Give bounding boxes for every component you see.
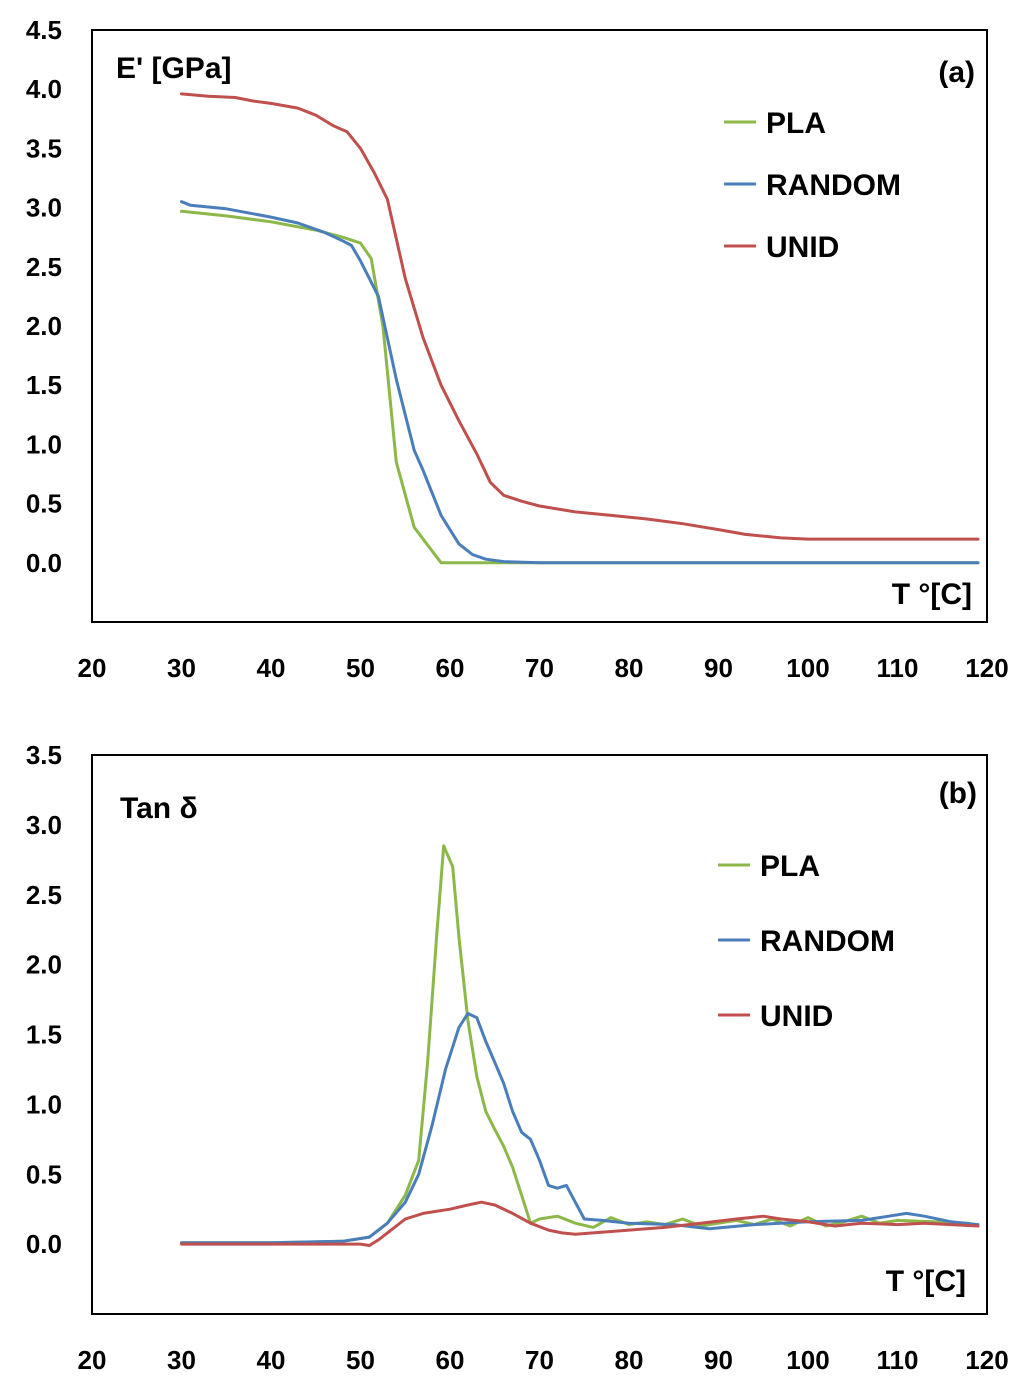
panel-label-a: (a) [938,56,975,89]
x-tick-label-a: 120 [965,653,1008,683]
plot-area-b [91,754,988,1315]
x-tick-label-b: 100 [786,1345,829,1375]
y-tick-label-b: 0.5 [26,1159,62,1189]
chart-b: 0.0 0.5 1.0 1.5 2.0 2.5 3.0 3.5 20 30 40 50 60 70 80 90… [26,740,1009,1375]
y-tick-label-b: 1.0 [26,1089,62,1119]
x-tick-label-b: 90 [704,1345,733,1375]
y-tick-label-a: 4.5 [26,15,62,45]
x-tick-label-a: 100 [786,653,829,683]
x-axis-label-b: T °[C] [886,1265,966,1298]
x-tick-label-a: 30 [167,653,196,683]
y-tick-label-a: 1.5 [26,370,62,400]
y-tick-label-a: 0.0 [26,548,62,578]
x-tick-label-b: 20 [78,1345,107,1375]
y-tick-label-a: 2.5 [26,252,62,282]
y-tick-label-b: 2.5 [26,880,62,910]
plot-area-a [91,29,988,623]
panel-label-b: (b) [939,777,977,810]
y-tick-label-b: 1.5 [26,1020,62,1050]
y-axis-label-a: E' [GPa] [116,52,232,85]
legend-label-random-b: RANDOM [760,925,895,958]
x-tick-label-a: 60 [436,653,465,683]
y-tick-label-a: 3.0 [26,193,62,223]
y-tick-label-b: 3.5 [26,740,62,770]
series-line-random-b [180,1012,980,1245]
legend-label-unid-a: UNID [766,231,839,264]
x-tick-label-a: 70 [525,653,554,683]
series-line-pla-a [180,209,980,565]
x-tick-label-b: 60 [436,1345,465,1375]
x-tick-label-a: 20 [78,653,107,683]
y-tick-label-b: 0.0 [26,1229,62,1259]
x-tick-label-b: 50 [346,1345,375,1375]
x-tick-label-b: 40 [257,1345,286,1375]
y-axis-label-b: Tan δ [120,792,198,825]
y-tick-label-b: 3.0 [26,810,62,840]
legend-label-unid-b: UNID [760,1000,833,1033]
x-tick-label-a: 80 [615,653,644,683]
x-tick-label-b: 30 [167,1345,196,1375]
x-tick-label-a: 50 [346,653,375,683]
x-tick-label-b: 70 [525,1345,554,1375]
y-tick-label-a: 3.5 [26,133,62,163]
series-line-unid-a [180,92,980,541]
y-tick-label-a: 1.0 [26,429,62,459]
y-tick-label-a: 4.0 [26,74,62,104]
y-tick-label-a: 0.5 [26,489,62,519]
y-tick-label-b: 2.0 [26,950,62,980]
x-tick-label-a: 90 [704,653,733,683]
series-line-pla-b [180,844,971,1245]
legend-label-pla-b: PLA [760,850,820,883]
chart-a: 0.0 0.5 1.0 1.5 2.0 2.5 3.0 3.5 4.0 4.5 20 30 40 50 60… [26,15,1009,683]
legend-label-random-a: RANDOM [766,169,901,202]
x-axis-label-a: T °[C] [892,578,972,611]
y-tick-label-a: 2.0 [26,311,62,341]
series-line-unid-b [180,1200,980,1247]
x-tick-label-b: 80 [615,1345,644,1375]
legend-label-pla-a: PLA [766,107,826,140]
x-tick-label-b: 120 [965,1345,1008,1375]
x-tick-label-b: 110 [877,1345,919,1375]
x-tick-label-a: 110 [877,653,919,683]
series-line-random-a [180,200,980,565]
x-tick-label-a: 40 [257,653,286,683]
